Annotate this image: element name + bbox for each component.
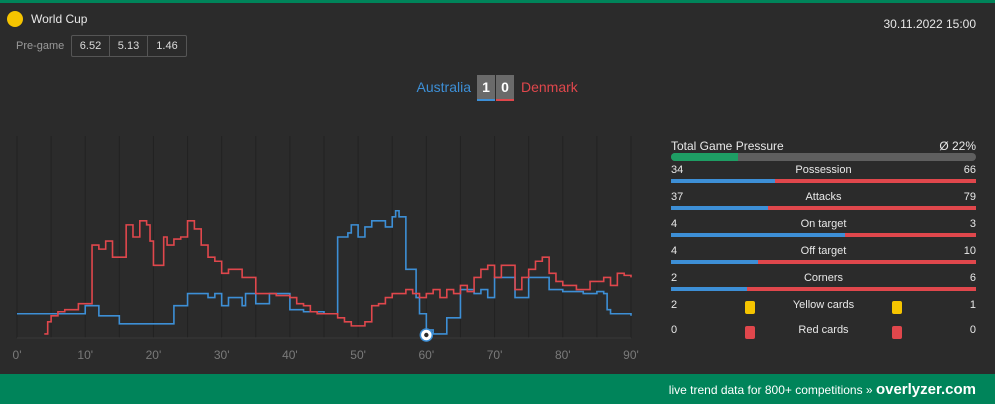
stat-bar bbox=[671, 179, 976, 183]
stat-label: Off target bbox=[800, 245, 847, 257]
card-label: Red cards bbox=[798, 324, 849, 336]
x-tick-label: 50' bbox=[350, 348, 366, 362]
yellow-card-icon bbox=[892, 301, 902, 314]
stat-home-value: 34 bbox=[671, 164, 684, 176]
stat-away-value: 66 bbox=[963, 164, 976, 176]
stat-label: Attacks bbox=[805, 191, 842, 203]
stat-row-corners: 2 Corners 6 bbox=[671, 270, 976, 297]
odd-away[interactable]: 1.46 bbox=[156, 40, 178, 52]
stat-row-yellow-cards: 2 Yellow cards 1 bbox=[671, 297, 976, 322]
stat-row-off-target: 4 Off target 10 bbox=[671, 243, 976, 270]
home-team-name[interactable]: Australia bbox=[416, 79, 471, 95]
stat-away-value: 79 bbox=[963, 191, 976, 203]
x-tick-label: 80' bbox=[555, 348, 571, 362]
card-home-value: 2 bbox=[671, 299, 678, 311]
footer-text[interactable]: live trend data for 800+ competitions » … bbox=[669, 381, 976, 398]
x-tick-label: 20' bbox=[146, 348, 162, 362]
pressure-value: Ø 22% bbox=[939, 139, 976, 153]
odd-home[interactable]: 6.52 bbox=[72, 36, 110, 56]
stat-bar-home-fill bbox=[671, 233, 846, 237]
away-team-name[interactable]: Denmark bbox=[521, 79, 578, 95]
stat-home-value: 4 bbox=[671, 245, 678, 257]
pressure-bar bbox=[671, 153, 976, 161]
stat-home-value: 4 bbox=[671, 218, 678, 230]
home-score: 1 bbox=[477, 75, 495, 101]
stat-row-possession: 34 Possession 66 bbox=[671, 162, 976, 189]
stat-label: On target bbox=[800, 218, 847, 230]
stat-row-on-target: 4 On target 3 bbox=[671, 216, 976, 243]
pressure-trend-chart: 0' 10' 20' 30' 40' 50' 60' 70' 80' 90' bbox=[13, 136, 639, 362]
stat-home-value: 37 bbox=[671, 191, 684, 203]
trophy-icon bbox=[7, 11, 23, 27]
x-tick-label: 30' bbox=[214, 348, 230, 362]
stat-bar-home-fill bbox=[671, 206, 769, 210]
stat-bar bbox=[671, 233, 976, 237]
card-label: Yellow cards bbox=[792, 299, 855, 311]
stat-away-value: 10 bbox=[963, 245, 976, 257]
away-score: 0 bbox=[496, 75, 514, 101]
stat-label: Possession bbox=[795, 164, 852, 176]
goal-ball-center bbox=[424, 332, 429, 338]
pregame-odds: 6.52 5.13 1.46 bbox=[71, 35, 187, 57]
footer-brand[interactable]: overlyzer.com bbox=[875, 381, 976, 398]
x-tick-label: 90' bbox=[623, 348, 639, 362]
stat-bar-home-fill bbox=[671, 287, 748, 291]
pregame-label: Pre-game bbox=[16, 40, 65, 52]
footer-banner[interactable]: live trend data for 800+ competitions » … bbox=[0, 374, 995, 404]
competition-name[interactable]: World Cup bbox=[31, 12, 88, 26]
yellow-card-icon bbox=[745, 301, 755, 314]
pressure-bar-fill bbox=[671, 153, 739, 161]
scoreboard: Australia 1 0 Denmark bbox=[0, 75, 995, 103]
footer-tagline: live trend data for 800+ competitions » bbox=[668, 383, 873, 397]
pressure-label: Total Game Pressure bbox=[671, 139, 784, 153]
stat-bar bbox=[671, 206, 976, 210]
stat-bar-home-fill bbox=[671, 179, 775, 183]
stats-panel: Total Game Pressure Ø 22% 34 Possession 66… bbox=[671, 138, 976, 347]
card-away-value: 0 bbox=[969, 324, 976, 336]
stat-row-red-cards: 0 Red cards 0 bbox=[671, 322, 976, 347]
stat-label: Corners bbox=[803, 272, 844, 284]
stat-row-attacks: 37 Attacks 79 bbox=[671, 189, 976, 216]
match-header: World Cup 30.11.2022 15:00 Pre-game 6.52… bbox=[0, 3, 995, 63]
odd-draw[interactable]: 5.13 bbox=[110, 36, 148, 56]
x-tick-label: 0' bbox=[13, 348, 22, 362]
stat-bar-home-fill bbox=[671, 260, 759, 264]
series-line-denmark bbox=[44, 220, 632, 335]
total-pressure-row: Total Game Pressure Ø 22% bbox=[671, 138, 976, 162]
x-tick-label: 40' bbox=[282, 348, 298, 362]
match-datetime: 30.11.2022 15:00 bbox=[883, 17, 976, 31]
stat-away-value: 6 bbox=[969, 272, 976, 284]
stat-bar bbox=[671, 260, 976, 264]
top-accent-line bbox=[0, 0, 995, 3]
stat-home-value: 2 bbox=[671, 272, 678, 284]
card-home-value: 0 bbox=[671, 324, 678, 336]
red-card-icon bbox=[892, 326, 902, 339]
stat-bar bbox=[671, 287, 976, 291]
series-line-australia bbox=[17, 209, 632, 335]
card-away-value: 1 bbox=[969, 299, 976, 311]
stat-away-value: 3 bbox=[969, 218, 976, 230]
x-tick-label: 70' bbox=[487, 348, 503, 362]
x-tick-label: 60' bbox=[419, 348, 435, 362]
red-card-icon bbox=[745, 326, 755, 339]
x-tick-label: 10' bbox=[77, 348, 93, 362]
